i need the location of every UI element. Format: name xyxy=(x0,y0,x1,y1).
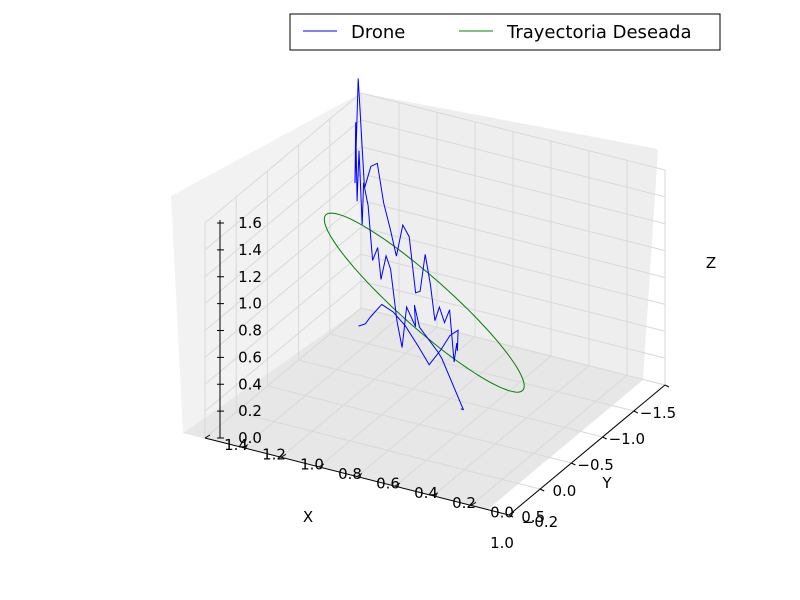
y-tick-label: 0.4 xyxy=(414,484,438,502)
x-tick-label: 1.0 xyxy=(490,534,514,552)
z-tick-label: 0.8 xyxy=(238,322,262,340)
z-tick-label: 0.2 xyxy=(238,402,262,420)
series-line-trayectoria-deseada xyxy=(323,212,525,393)
y-tick-label: 1.4 xyxy=(224,436,248,454)
y-tick-label: 1.2 xyxy=(262,446,286,464)
grid-line-z xyxy=(204,280,666,412)
x-tick-label: 0.0 xyxy=(552,482,576,500)
x-tick xyxy=(633,410,639,414)
y-tick xyxy=(432,492,439,497)
x-tick xyxy=(508,514,514,518)
axes: −1.5−1.0−0.50.00.51.0−0.20.00.20.40.60.8… xyxy=(204,214,676,552)
z-tick-label: 1.4 xyxy=(238,241,262,259)
grid-line-z xyxy=(204,173,666,305)
chart-panes xyxy=(171,93,658,510)
x-axis-line xyxy=(508,384,666,516)
series-layer xyxy=(323,78,525,411)
x-tick xyxy=(602,436,607,440)
grid-line-z xyxy=(204,307,666,439)
y-tick xyxy=(204,434,211,439)
z-tick-label: 1.2 xyxy=(238,268,262,286)
z-tick-label: 0.4 xyxy=(238,375,262,393)
y-tick-label: 0.6 xyxy=(376,475,400,493)
x-tick xyxy=(539,488,545,492)
legend-desired-label: Trayectoria Deseada xyxy=(506,22,692,43)
x-tick-label: −1.0 xyxy=(609,430,645,448)
pane-back-right xyxy=(361,93,658,380)
legend: Drone Trayectoria Deseada xyxy=(289,13,721,51)
x-tick-label: −1.5 xyxy=(640,404,676,422)
y-tick-label: 0.8 xyxy=(338,465,362,483)
y-tick xyxy=(242,444,249,449)
x-tick-label: 0.5 xyxy=(521,508,545,526)
y-tick-label: 0.2 xyxy=(452,494,476,512)
y-tick xyxy=(280,453,287,458)
z-axis-label: Z xyxy=(706,254,716,272)
z-tick-label: 0.0 xyxy=(238,429,262,447)
y-tick-label: 1.0 xyxy=(300,455,324,473)
pane-floor xyxy=(183,308,643,510)
y-tick-label: 0.0 xyxy=(490,503,514,521)
z-tick-label: 0.6 xyxy=(238,348,262,366)
y-axis-label: Y xyxy=(601,474,612,492)
z-tick-label: 1.0 xyxy=(238,295,262,313)
x-tick xyxy=(571,462,576,466)
z-tick-label: 1.6 xyxy=(238,214,262,232)
grid-line-z xyxy=(204,92,666,224)
y-tick xyxy=(356,473,363,477)
x-axis-label: X xyxy=(303,508,313,526)
x-tick-label: −0.5 xyxy=(577,456,613,474)
grid-line-z xyxy=(204,253,666,385)
y-tick xyxy=(508,511,515,516)
y-tick-label: −0.2 xyxy=(522,513,558,531)
legend-box xyxy=(289,13,721,51)
legend-drone-label: Drone xyxy=(351,22,405,43)
pane-back-left xyxy=(171,93,361,433)
y-tick xyxy=(318,463,325,468)
y-tick xyxy=(470,501,477,506)
grid-line-z xyxy=(204,146,666,278)
series-line-drone xyxy=(354,78,465,411)
x-tick xyxy=(664,384,670,388)
grid-line-z xyxy=(204,226,666,358)
y-tick xyxy=(394,482,401,487)
